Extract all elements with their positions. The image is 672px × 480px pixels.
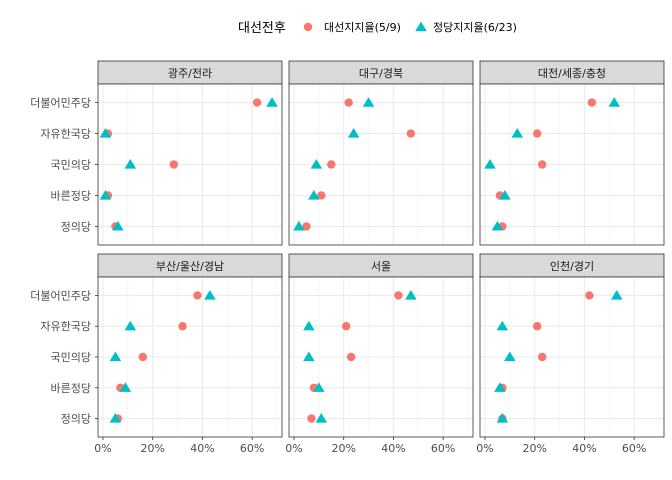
panel-border: [479, 276, 665, 438]
party-support-point: [491, 220, 504, 231]
party-support-point: [109, 351, 122, 362]
y-tick-label: 자유한국당: [40, 320, 91, 333]
legend-label-presidential: 대선지지율(5/9): [324, 21, 401, 34]
presidential-support-point: [537, 160, 547, 169]
y-tick-label: 정의당: [61, 220, 91, 233]
facet-title: 인천/경기: [550, 259, 594, 273]
presidential-support-point: [585, 291, 594, 300]
party-support-point: [308, 189, 320, 200]
y-tick-label: 자유한국당: [40, 128, 91, 141]
party-support-point: [293, 220, 305, 231]
party-support-point: [610, 289, 623, 300]
x-tick-label: 20%: [140, 442, 164, 455]
facet-title: 대구/경북: [359, 67, 403, 80]
facet-title: 부산/울산/경남: [156, 260, 224, 273]
presidential-support-point: [406, 129, 416, 138]
x-tick-label: 40%: [190, 442, 214, 455]
presidential-support-point: [169, 160, 179, 169]
panel-border: [288, 83, 474, 246]
presidential-support-point: [317, 191, 326, 200]
party-support-point: [608, 97, 621, 107]
x-tick-label: 20%: [331, 442, 355, 455]
y-tick-label: 국민의당: [51, 159, 91, 172]
presidential-support-point: [252, 98, 262, 107]
party-support-point: [310, 159, 323, 169]
presidential-support-point: [532, 129, 542, 138]
y-tick-label: 바른정당: [51, 382, 91, 395]
x-tick-label: 60%: [431, 442, 455, 455]
presidential-support-point: [307, 414, 316, 423]
party-support-point: [496, 413, 509, 423]
legend-circle-icon: [303, 22, 313, 32]
party-support-point: [303, 320, 315, 331]
x-tick-label: 40%: [572, 442, 596, 455]
party-support-point: [119, 382, 132, 392]
facet-panel: 대전/세종/충청: [479, 60, 665, 246]
y-tick-label: 더불어민주당: [30, 97, 91, 110]
legend-label-party: 정당지지율(6/23): [433, 21, 517, 34]
party-support-point: [511, 128, 524, 138]
presidential-support-point: [302, 222, 311, 231]
y-tick-label: 더불어민주당: [30, 289, 91, 302]
presidential-support-point: [346, 352, 356, 362]
facet-panel: 서울 0% 20% 40% 60%: [285, 253, 474, 455]
legend-triangle-icon: [415, 21, 427, 32]
party-support-point: [109, 413, 122, 423]
x-tick-label: 20%: [522, 442, 546, 455]
presidential-support-point: [587, 98, 597, 107]
x-tick-label: 60%: [622, 442, 646, 455]
y-tick-label: 정의당: [61, 413, 91, 426]
legend-title: 대선전후: [238, 21, 286, 36]
party-support-point: [405, 289, 417, 300]
party-support-point: [313, 382, 325, 392]
party-support-point: [124, 159, 137, 169]
party-support-point: [99, 128, 112, 138]
y-tick-label: 바른정당: [51, 189, 91, 202]
y-tick-label: 국민의당: [51, 351, 91, 364]
party-support-point: [347, 128, 360, 138]
panel-border: [479, 83, 665, 246]
presidential-support-point: [327, 160, 336, 169]
party-support-point: [303, 351, 315, 362]
facet-panel: 인천/경기 0% 20% 40% 60%: [476, 253, 665, 455]
party-support-point: [499, 189, 511, 200]
party-support-point: [315, 413, 328, 423]
party-support-point: [494, 382, 506, 392]
party-support-point: [504, 351, 516, 362]
presidential-support-point: [138, 352, 147, 362]
facet-panel: 대구/경북: [288, 60, 474, 246]
x-tick-label: 40%: [381, 442, 405, 455]
presidential-support-point: [537, 352, 547, 362]
party-support-point: [204, 289, 216, 300]
presidential-support-point: [341, 322, 351, 331]
presidential-support-point: [532, 322, 542, 331]
party-support-point: [496, 320, 509, 331]
panel-border: [288, 276, 474, 438]
party-support-point: [99, 189, 112, 200]
x-tick-label: 60%: [240, 442, 264, 455]
presidential-support-point: [394, 291, 403, 300]
party-support-point: [266, 97, 278, 107]
presidential-support-point: [193, 291, 202, 300]
legend: 대선전후 대선지지율(5/9) 정당지지율(6/23): [238, 21, 517, 36]
presidential-support-point: [344, 98, 353, 107]
facet-title: 서울: [371, 260, 391, 273]
party-support-point: [124, 320, 137, 331]
x-tick-label: 0%: [94, 442, 111, 455]
facet-title: 대전/세종/충청: [538, 67, 606, 80]
party-support-point: [112, 220, 124, 231]
x-tick-label: 0%: [476, 442, 493, 455]
party-support-point: [362, 97, 375, 107]
presidential-support-point: [178, 322, 187, 331]
x-tick-label: 0%: [285, 442, 302, 455]
facet-title: 광주/전라: [168, 67, 212, 80]
party-support-point: [484, 159, 496, 169]
